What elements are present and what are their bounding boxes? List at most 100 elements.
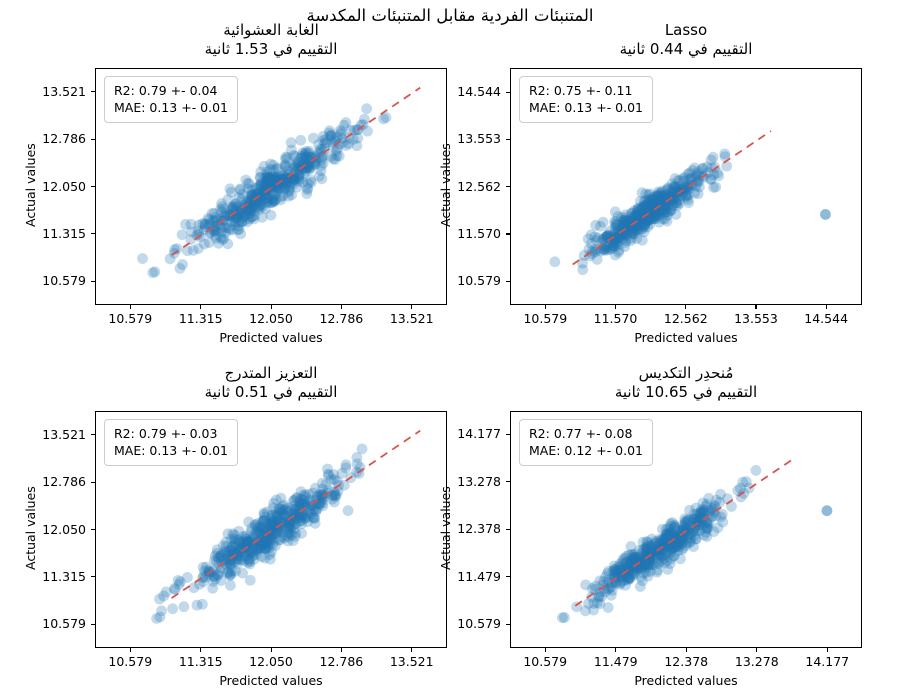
- reference-line: [574, 457, 796, 607]
- x-tick-label: 13.521: [389, 654, 434, 669]
- x-tick-label: 12.786: [319, 311, 364, 326]
- subplot-3: التعزيز المتدرج التقييم في 0.51 ثانية R2: …: [23, 364, 447, 688]
- x-tick-mark: [685, 648, 687, 652]
- x-tick-mark: [756, 648, 758, 652]
- subplot-1: الغابة العشوائية التقييم في 1.53 ثانية R2:…: [23, 21, 447, 345]
- subplot-4-subtitle: التقييم في 10.65 ثانية: [614, 383, 758, 401]
- x-tick-mark: [411, 648, 413, 652]
- y-tick-mark: [506, 623, 510, 625]
- x-tick-mark: [129, 648, 131, 652]
- x-tick-label: 10.579: [523, 654, 568, 669]
- subplot-4-title: مُنحدِر التكديس: [638, 364, 734, 382]
- y-tick-label: 11.315: [42, 568, 86, 584]
- subplot-2-xlabel: Predicted values: [634, 330, 738, 345]
- subplot-3-subtitle: التقييم في 0.51 ثانية: [204, 383, 338, 401]
- x-tick-mark: [411, 305, 413, 309]
- y-tick-label: 10.579: [457, 273, 501, 289]
- x-tick-label: 13.278: [734, 654, 779, 669]
- x-tick-mark: [270, 305, 272, 309]
- x-tick-mark: [200, 305, 202, 309]
- y-tick-mark: [506, 233, 510, 235]
- x-tick-label: 11.479: [593, 654, 638, 669]
- y-tick-label: 14.544: [457, 84, 501, 100]
- subplot-1-ylabel: Actual values: [23, 142, 38, 227]
- subplot-2: Lasso التقييم في 0.44 ثانية R2: 0.75 +- 0.…: [438, 21, 862, 345]
- subplot-1-xlabel: Predicted values: [219, 330, 323, 345]
- y-tick-label: 10.579: [457, 616, 501, 632]
- x-tick-mark: [825, 305, 827, 309]
- y-tick-label: 13.553: [457, 131, 501, 147]
- y-tick-mark: [91, 91, 95, 93]
- subplot-1-axes: [95, 68, 447, 305]
- x-tick-label: 11.570: [593, 311, 638, 326]
- subplot-3-plot-area: [151, 429, 421, 624]
- subplot-4: مُنحدِر التكديس التقييم في 10.65 ثانية R2:…: [438, 364, 862, 688]
- y-tick-mark: [91, 623, 95, 625]
- x-tick-label: 12.786: [319, 654, 364, 669]
- y-tick-mark: [506, 481, 510, 483]
- scatter-series: [151, 443, 368, 624]
- subplot-2-metrics-box: R2: 0.75 +- 0.11 MAE: 0.13 +- 0.01: [519, 76, 654, 123]
- y-tick-mark: [91, 233, 95, 235]
- x-tick-mark: [340, 305, 342, 309]
- y-tick-label: 13.278: [457, 473, 501, 489]
- x-tick-label: 14.177: [805, 654, 850, 669]
- subplot-1-subtitle: التقييم في 1.53 ثانية: [204, 40, 338, 58]
- r2-metric: R2: 0.79 +- 0.04: [114, 83, 218, 98]
- subplot-3-ylabel: Actual values: [23, 485, 38, 570]
- y-tick-mark: [506, 186, 510, 188]
- y-tick-mark: [91, 481, 95, 483]
- x-tick-mark: [270, 648, 272, 652]
- y-tick-mark: [91, 280, 95, 282]
- subplot-3-metrics-box: R2: 0.79 +- 0.03 MAE: 0.13 +- 0.01: [104, 419, 239, 466]
- x-tick-mark: [685, 305, 687, 309]
- x-tick-mark: [615, 648, 617, 652]
- mae-metric: MAE: 0.12 +- 0.01: [529, 443, 644, 458]
- y-tick-label: 12.050: [42, 521, 86, 537]
- x-tick-label: 13.553: [734, 311, 778, 326]
- x-tick-label: 12.050: [249, 654, 293, 669]
- x-tick-label: 10.579: [108, 311, 153, 326]
- y-tick-label: 13.521: [42, 426, 86, 442]
- y-tick-label: 12.786: [42, 131, 86, 147]
- y-tick-label: 14.177: [457, 426, 501, 442]
- x-tick-label: 12.562: [663, 311, 708, 326]
- y-tick-label: 13.521: [42, 83, 86, 99]
- y-tick-mark: [506, 528, 510, 530]
- figure-suptitle: المتنبئات الفردية مقابل المتنبئات المكدس…: [306, 6, 594, 25]
- mae-metric: MAE: 0.13 +- 0.01: [114, 100, 229, 115]
- x-tick-label: 10.579: [523, 311, 568, 326]
- subplot-1-plot-area: [137, 86, 421, 279]
- y-tick-mark: [506, 280, 510, 282]
- subplot-4-metrics-box: R2: 0.77 +- 0.08 MAE: 0.12 +- 0.01: [519, 419, 654, 466]
- subplot-1-title: الغابة العشوائية: [223, 21, 319, 39]
- subplot-2-axes: [510, 68, 862, 305]
- y-tick-mark: [91, 138, 95, 140]
- subplot-1-metrics-box: R2: 0.79 +- 0.04 MAE: 0.13 +- 0.01: [104, 76, 239, 123]
- subplot-2-ylabel: Actual values: [438, 142, 453, 227]
- x-tick-mark: [826, 648, 828, 652]
- subplot-4-ylabel: Actual values: [438, 485, 453, 570]
- y-tick-label: 11.315: [42, 225, 86, 241]
- y-tick-mark: [506, 91, 510, 93]
- subplot-3-axes: [95, 411, 447, 648]
- y-tick-mark: [506, 138, 510, 140]
- x-tick-mark: [200, 648, 202, 652]
- x-tick-mark: [544, 305, 546, 309]
- y-tick-label: 10.579: [42, 616, 86, 632]
- r2-metric: R2: 0.77 +- 0.08: [529, 426, 633, 441]
- mae-metric: MAE: 0.13 +- 0.01: [114, 443, 229, 458]
- y-tick-mark: [91, 529, 95, 531]
- x-tick-label: 11.315: [178, 311, 223, 326]
- reference-line: [572, 130, 772, 266]
- x-tick-mark: [615, 305, 617, 309]
- y-tick-mark: [91, 434, 95, 436]
- reference-line: [171, 429, 421, 599]
- x-tick-label: 10.579: [108, 654, 153, 669]
- x-tick-label: 11.315: [178, 654, 223, 669]
- r2-metric: R2: 0.79 +- 0.03: [114, 426, 218, 441]
- x-tick-mark: [755, 305, 757, 309]
- subplot-4-xlabel: Predicted values: [634, 673, 738, 688]
- x-tick-label: 13.521: [389, 311, 434, 326]
